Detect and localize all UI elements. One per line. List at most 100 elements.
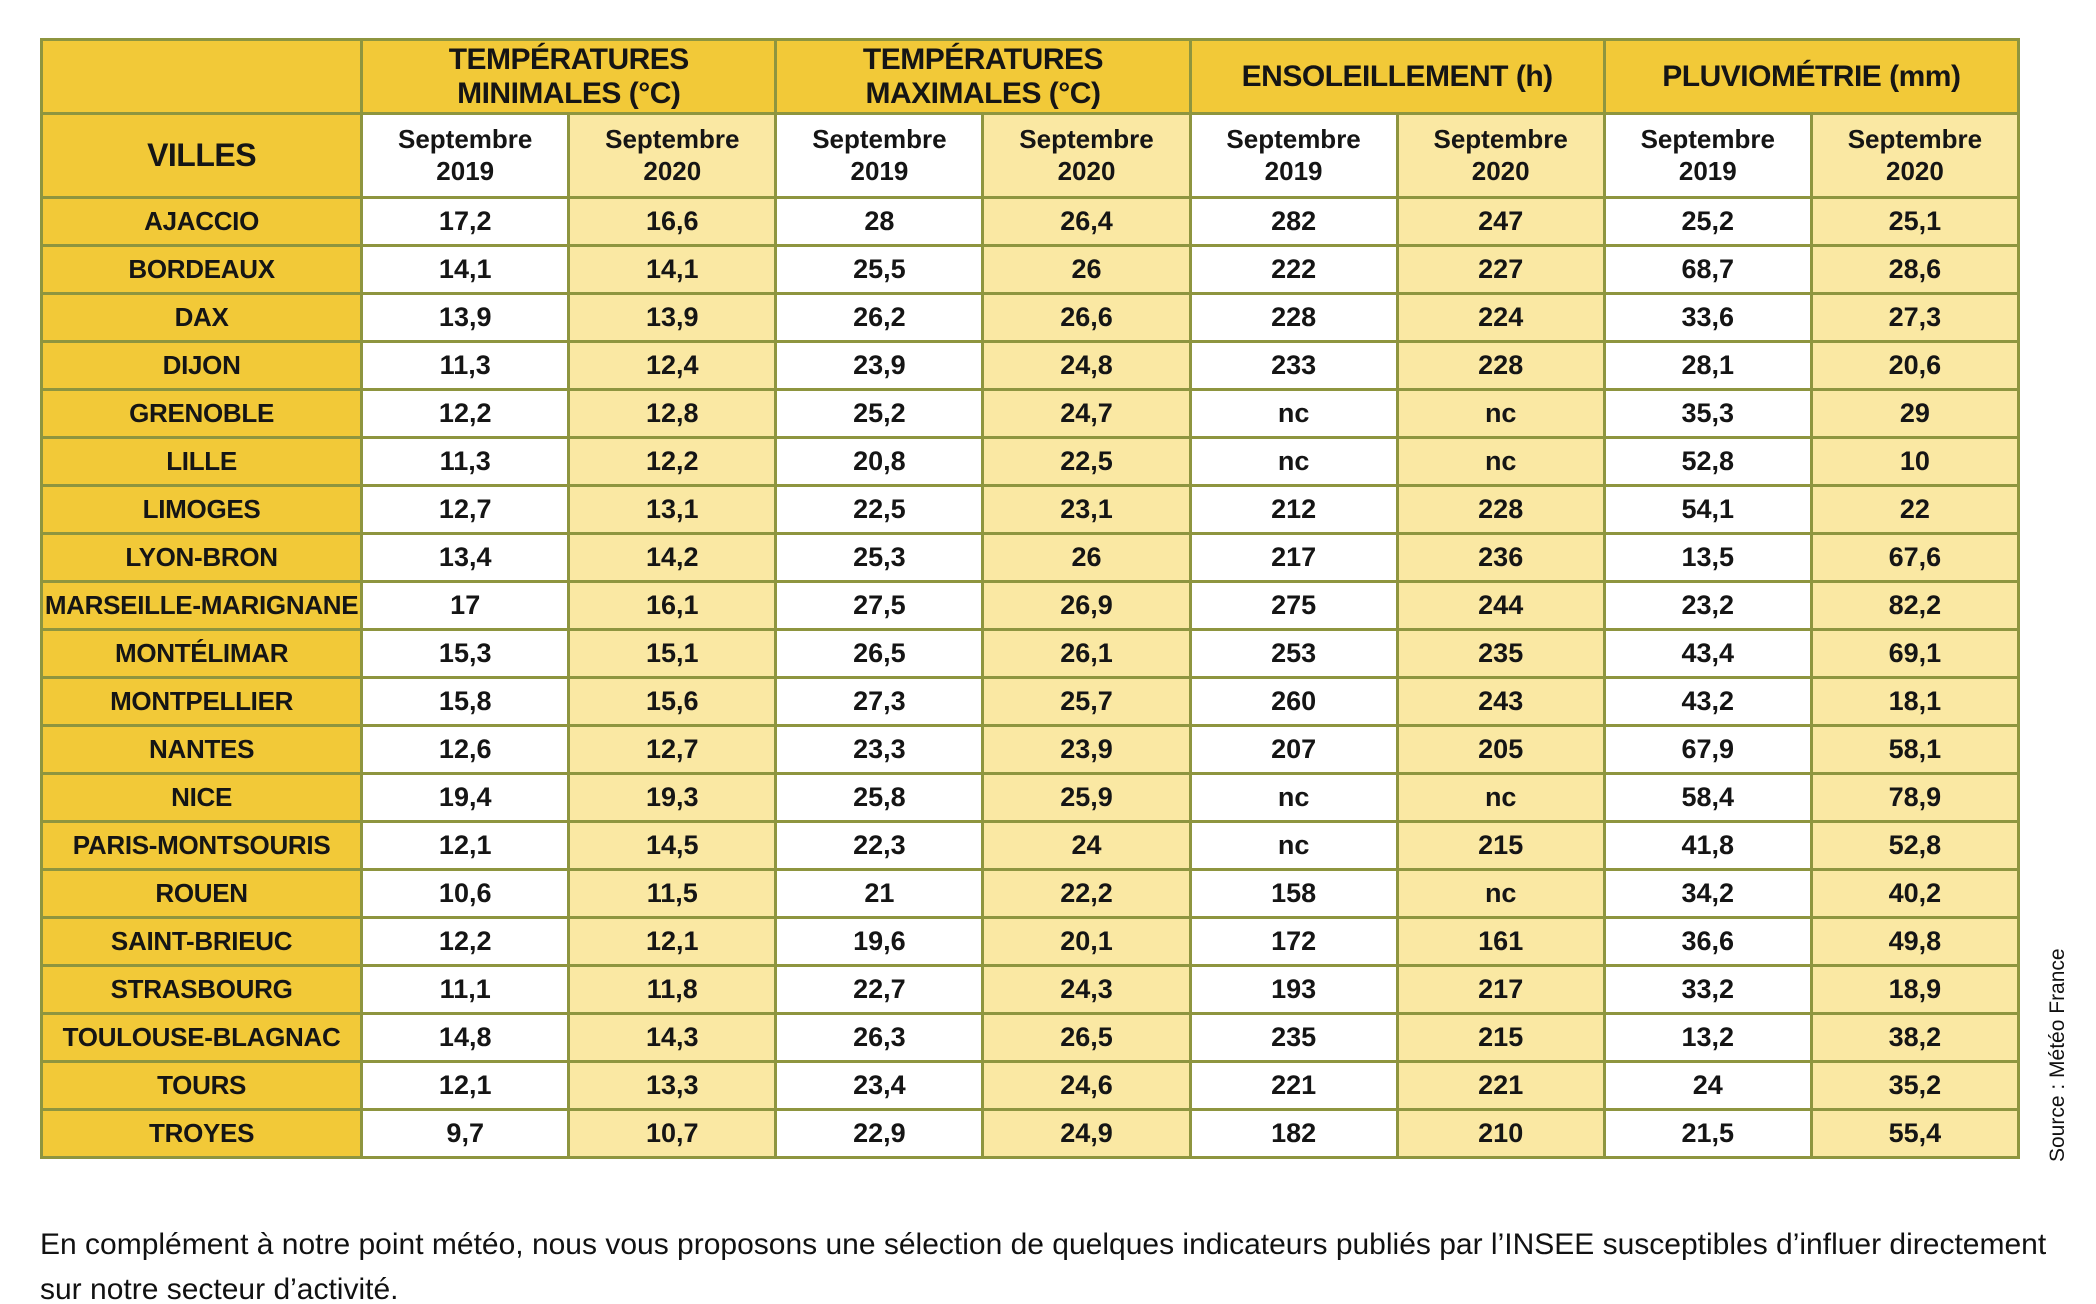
- value-cell: 22,7: [774, 964, 985, 1015]
- value-cell: 27,5: [774, 580, 985, 631]
- subheader-rainfall-2019: Septembre 2019: [1602, 112, 1813, 199]
- value-cell: nc: [1395, 772, 1606, 823]
- city-cell: AJACCIO: [39, 196, 364, 247]
- value-cell: 15,8: [360, 676, 571, 727]
- city-cell: SAINT-BRIEUC: [39, 916, 364, 967]
- value-cell: 18,1: [1809, 676, 2021, 727]
- value-cell: 222: [1188, 244, 1399, 295]
- value-cell: 24: [981, 820, 1192, 871]
- value-cell: 12,1: [360, 1060, 571, 1111]
- value-cell: 22,2: [981, 868, 1192, 919]
- value-cell: 253: [1188, 628, 1399, 679]
- value-cell: 25,2: [1602, 196, 1813, 247]
- month-label: Septembre: [812, 124, 947, 155]
- subheader-rainfall-2020: Septembre 2020: [1809, 112, 2021, 199]
- table-row: TOULOUSE-BLAGNAC 14,8 14,3 26,3 26,5 235 215 13…: [39, 1012, 2021, 1063]
- value-cell: 35,3: [1602, 388, 1813, 439]
- value-cell: 233: [1188, 340, 1399, 391]
- value-cell: 36,6: [1602, 916, 1813, 967]
- value-cell: 11,1: [360, 964, 571, 1015]
- value-cell: 217: [1395, 964, 1606, 1015]
- value-cell: 78,9: [1809, 772, 2021, 823]
- value-cell: 12,7: [567, 724, 778, 775]
- value-cell: 22,5: [981, 436, 1192, 487]
- year-label: 2019: [1678, 155, 1737, 186]
- value-cell: 12,2: [360, 916, 571, 967]
- value-cell: 13,9: [567, 292, 778, 343]
- value-cell: 11,8: [567, 964, 778, 1015]
- table-row: PARIS-MONTSOURIS 12,1 14,5 22,3 24 nc 215 41,8 5…: [39, 820, 2021, 871]
- value-cell: nc: [1188, 436, 1399, 487]
- value-cell: 10,7: [567, 1108, 778, 1159]
- value-cell: 54,1: [1602, 484, 1813, 535]
- value-cell: 236: [1395, 532, 1606, 583]
- value-cell: 28,6: [1809, 244, 2021, 295]
- value-cell: 182: [1188, 1108, 1399, 1159]
- value-cell: 40,2: [1809, 868, 2021, 919]
- value-cell: 14,1: [567, 244, 778, 295]
- value-cell: 235: [1188, 1012, 1399, 1063]
- value-cell: 82,2: [1809, 580, 2021, 631]
- value-cell: 26,3: [774, 1012, 985, 1063]
- value-cell: 13,2: [1602, 1012, 1813, 1063]
- value-cell: 16,1: [567, 580, 778, 631]
- value-cell: 212: [1188, 484, 1399, 535]
- table-row: MARSEILLE-MARIGNANE 17 16,1 27,5 26,9 275 244 2…: [39, 580, 2021, 631]
- value-cell: 43,4: [1602, 628, 1813, 679]
- value-cell: 27,3: [1809, 292, 2021, 343]
- group-header-row: TEMPÉRATURES MINIMALES (°C) TEMPÉRATURES…: [39, 38, 2021, 115]
- value-cell: 205: [1395, 724, 1606, 775]
- value-cell: 25,2: [774, 388, 985, 439]
- subheader-temp-min-2019: Septembre 2019: [360, 112, 571, 199]
- value-cell: 27,3: [774, 676, 985, 727]
- value-cell: 228: [1395, 340, 1606, 391]
- value-cell: 19,6: [774, 916, 985, 967]
- value-cell: 58,4: [1602, 772, 1813, 823]
- value-cell: 16,6: [567, 196, 778, 247]
- month-label: Septembre: [1226, 124, 1361, 155]
- table-row: TROYES 9,7 10,7 22,9 24,9 182 210 21,5 55,4: [39, 1108, 2021, 1159]
- subheader-temp-max-2020: Septembre 2020: [981, 112, 1192, 199]
- value-cell: 58,1: [1809, 724, 2021, 775]
- city-cell: LILLE: [39, 436, 364, 487]
- value-cell: 11,5: [567, 868, 778, 919]
- year-label: 2020: [1471, 155, 1530, 186]
- value-cell: 69,1: [1809, 628, 2021, 679]
- value-cell: 15,1: [567, 628, 778, 679]
- value-cell: 26,5: [774, 628, 985, 679]
- value-cell: 33,2: [1602, 964, 1813, 1015]
- table-row: MONTPELLIER 15,8 15,6 27,3 25,7 260 243 43,2 18,…: [39, 676, 2021, 727]
- city-cell: DAX: [39, 292, 364, 343]
- value-cell: 24: [1602, 1060, 1813, 1111]
- value-cell: 12,4: [567, 340, 778, 391]
- city-cell: TROYES: [39, 1108, 364, 1159]
- value-cell: 26,2: [774, 292, 985, 343]
- value-cell: 244: [1395, 580, 1606, 631]
- city-cell: TOULOUSE-BLAGNAC: [39, 1012, 364, 1063]
- value-cell: 26,6: [981, 292, 1192, 343]
- value-cell: 215: [1395, 1012, 1606, 1063]
- city-cell: MARSEILLE-MARIGNANE: [39, 580, 364, 631]
- group-header-temp-max: TEMPÉRATURES MAXIMALES (°C): [774, 38, 1192, 115]
- month-label: Septembre: [1640, 124, 1775, 155]
- table-row: NANTES 12,6 12,7 23,3 23,9 207 205 67,9 58,1: [39, 724, 2021, 775]
- value-cell: 20,8: [774, 436, 985, 487]
- value-cell: 11,3: [360, 340, 571, 391]
- value-cell: 282: [1188, 196, 1399, 247]
- value-cell: 24,6: [981, 1060, 1192, 1111]
- value-cell: 10,6: [360, 868, 571, 919]
- value-cell: nc: [1188, 820, 1399, 871]
- city-cell: NICE: [39, 772, 364, 823]
- city-cell: TOURS: [39, 1060, 364, 1111]
- value-cell: 23,4: [774, 1060, 985, 1111]
- value-cell: 260: [1188, 676, 1399, 727]
- value-cell: 34,2: [1602, 868, 1813, 919]
- value-cell: 235: [1395, 628, 1606, 679]
- city-cell: ROUEN: [39, 868, 364, 919]
- value-cell: 25,5: [774, 244, 985, 295]
- value-cell: 228: [1395, 484, 1606, 535]
- value-cell: 19,3: [567, 772, 778, 823]
- city-cell: MONTÉLIMAR: [39, 628, 364, 679]
- value-cell: 215: [1395, 820, 1606, 871]
